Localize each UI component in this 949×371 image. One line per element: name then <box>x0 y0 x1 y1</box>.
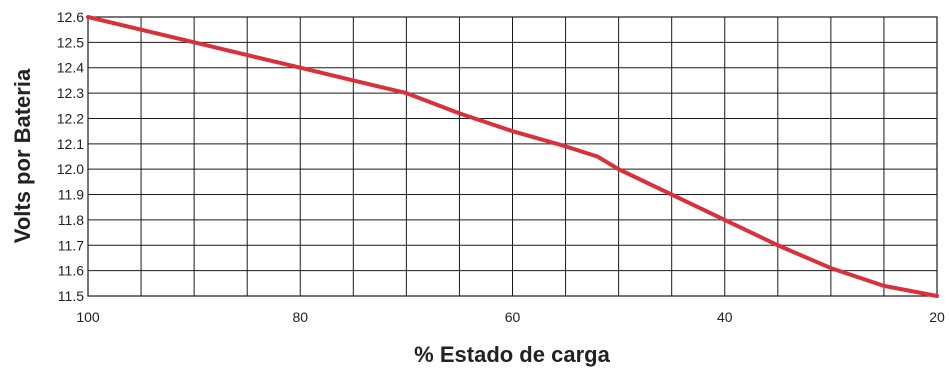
y-tick-label: 11.5 <box>58 288 84 304</box>
y-tick-label: 12.4 <box>57 60 84 76</box>
y-axis-ticks: 12.6 12.5 12.4 12.3 12.2 12.1 12.0 11.9 11.8 11.7… <box>57 9 84 304</box>
x-tick-label: 100 <box>76 309 100 325</box>
x-tick-label: 20 <box>929 309 945 325</box>
x-tick-label: 60 <box>505 309 521 325</box>
y-tick-label: 12.0 <box>57 161 84 177</box>
series-line-0 <box>86 15 939 298</box>
y-tick-label: 12.2 <box>57 110 84 126</box>
y-tick-label: 12.5 <box>57 34 84 50</box>
y-tick-label: 12.3 <box>57 85 84 101</box>
y-tick-label: 11.8 <box>58 212 84 228</box>
x-tick-label: 40 <box>717 309 733 325</box>
y-tick-label: 11.7 <box>58 237 84 253</box>
y-tick-label: 12.6 <box>57 9 84 25</box>
x-tick-label: 80 <box>292 309 308 325</box>
series-layer <box>86 15 939 298</box>
x-axis-title: % Estado de carga <box>414 342 610 367</box>
x-axis-ticks: 100 80 60 40 20 <box>76 309 945 325</box>
y-tick-label: 11.6 <box>58 263 84 279</box>
y-axis-title: Volts por Bateria <box>10 68 35 243</box>
y-tick-label: 12.1 <box>57 136 84 152</box>
plot-frame <box>87 16 938 297</box>
y-tick-label: 11.9 <box>58 187 84 203</box>
grid <box>87 16 938 297</box>
